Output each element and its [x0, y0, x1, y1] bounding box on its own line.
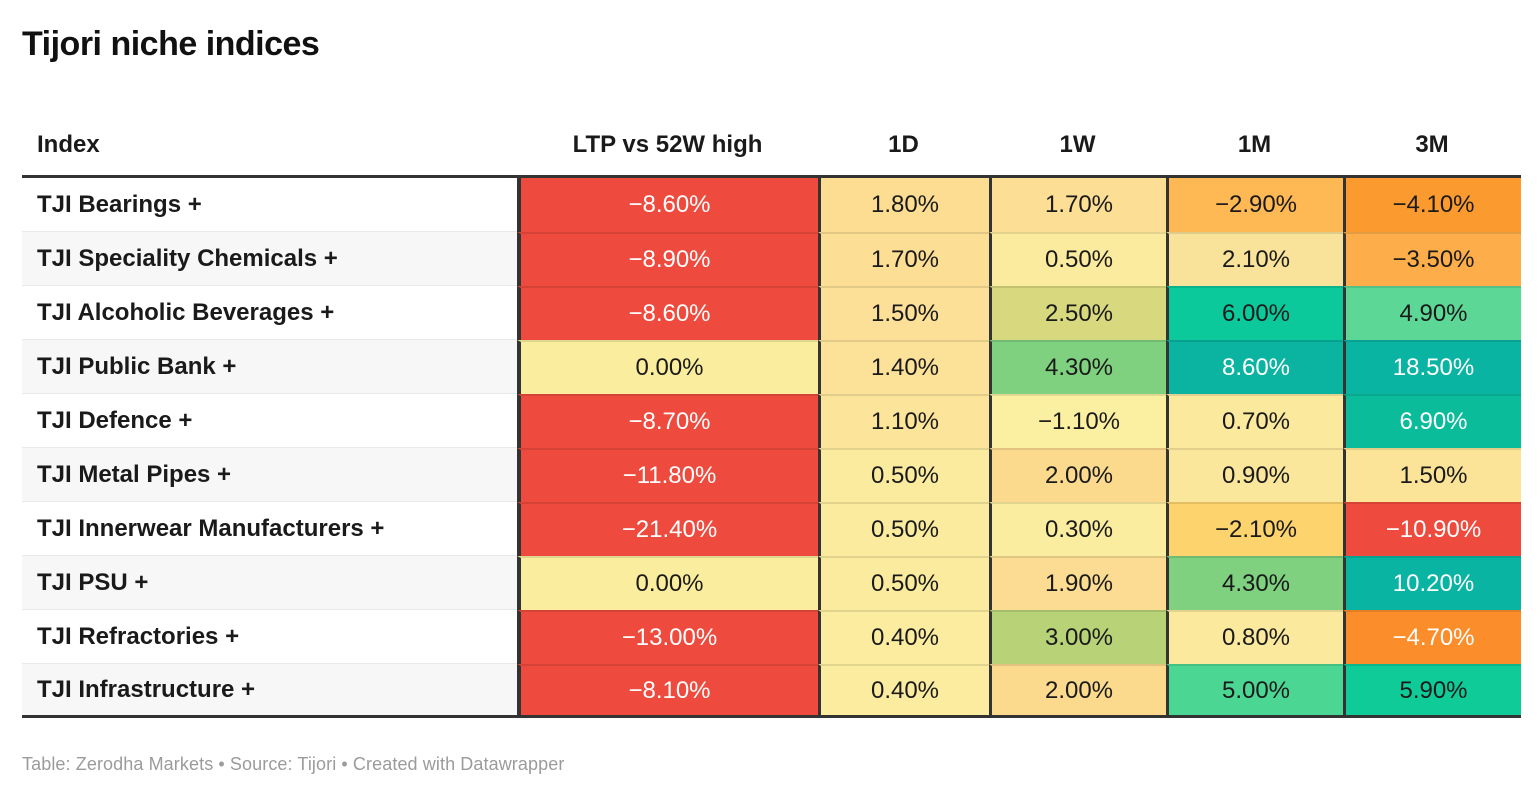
value-cell: 0.90% [1166, 448, 1343, 503]
table-row: TJI Refractories + −13.00% 0.40% 3.00% 0.80%… [22, 610, 1521, 665]
value-cell: 6.00% [1166, 286, 1343, 341]
value-cell: −11.80% [517, 448, 818, 503]
table-row: TJI Innerwear Manufacturers + −21.40% 0.50… [22, 502, 1521, 557]
value-cell: 0.50% [989, 232, 1166, 287]
value-cell: −4.10% [1343, 178, 1521, 233]
table-row: TJI Speciality Chemicals + −8.90% 1.70% 0.5… [22, 232, 1521, 287]
value-cell: −8.70% [517, 394, 818, 449]
value-cell: 4.90% [1343, 286, 1521, 341]
value-cell: −2.10% [1166, 502, 1343, 557]
value-cell: 10.20% [1343, 556, 1521, 611]
value-cell: 4.30% [989, 340, 1166, 395]
value-cell: 0.40% [818, 610, 989, 665]
index-name-cell: TJI Speciality Chemicals + [22, 232, 517, 287]
value-cell: 0.40% [818, 664, 989, 719]
value-cell: 0.70% [1166, 394, 1343, 449]
value-cell: 0.30% [989, 502, 1166, 557]
value-cell: 6.90% [1343, 394, 1521, 449]
index-name-cell: TJI Public Bank + [22, 340, 517, 395]
value-cell: 8.60% [1166, 340, 1343, 395]
value-cell: −13.00% [517, 610, 818, 665]
table-row: TJI Metal Pipes + −11.80% 0.50% 2.00% 0.90% 1… [22, 448, 1521, 503]
column-header-1m: 1M [1166, 90, 1343, 179]
column-header-ltp-vs-52w-high: LTP vs 52W high [517, 90, 818, 179]
value-cell: 0.00% [517, 556, 818, 611]
value-cell: 0.50% [818, 448, 989, 503]
page: Tijori niche indices Index LTP vs 52W hi… [22, 25, 1521, 775]
value-cell: −8.90% [517, 232, 818, 287]
page-title: Tijori niche indices [22, 25, 320, 63]
table-row: TJI Infrastructure + −8.10% 0.40% 2.00% 5.00… [22, 664, 1521, 719]
value-cell: −3.50% [1343, 232, 1521, 287]
value-cell: −8.10% [517, 664, 818, 719]
table-row: TJI Bearings + −8.60% 1.80% 1.70% −2.90% −4.1… [22, 178, 1521, 233]
table-header: Index LTP vs 52W high 1D 1W 1M 3M [22, 90, 1521, 179]
index-name-cell: TJI Infrastructure + [22, 664, 517, 719]
value-cell: 1.10% [818, 394, 989, 449]
table-row: TJI Defence + −8.70% 1.10% −1.10% 0.70% 6.90% [22, 394, 1521, 449]
value-cell: 0.50% [818, 502, 989, 557]
value-cell: 5.90% [1343, 664, 1521, 719]
table-row: TJI Alcoholic Beverages + −8.60% 1.50% 2.50… [22, 286, 1521, 341]
table-row: TJI Public Bank +0.00% 1.40% 4.30% 8.60% 18.… [22, 340, 1521, 395]
value-cell: 1.50% [818, 286, 989, 341]
value-cell: 5.00% [1166, 664, 1343, 719]
column-header-1w: 1W [989, 90, 1166, 179]
value-cell: 2.00% [989, 664, 1166, 719]
value-cell: 2.00% [989, 448, 1166, 503]
value-cell: −2.90% [1166, 178, 1343, 233]
value-cell: −8.60% [517, 286, 818, 341]
index-name-cell: TJI Innerwear Manufacturers + [22, 502, 517, 557]
value-cell: 4.30% [1166, 556, 1343, 611]
value-cell: 1.90% [989, 556, 1166, 611]
index-name-cell: TJI Refractories + [22, 610, 517, 665]
attribution-footer: Table: Zerodha Markets • Source: Tijori … [22, 754, 565, 775]
index-name-cell: TJI PSU + [22, 556, 517, 611]
column-header-3m: 3M [1343, 90, 1521, 179]
index-name-cell: TJI Defence + [22, 394, 517, 449]
index-name-cell: TJI Bearings + [22, 178, 517, 233]
niche-indices-table: Index LTP vs 52W high 1D 1W 1M 3M TJI Be… [22, 90, 1521, 719]
value-cell: −21.40% [517, 502, 818, 557]
value-cell: 1.50% [1343, 448, 1521, 503]
value-cell: 1.70% [989, 178, 1166, 233]
value-cell: 0.00% [517, 340, 818, 395]
table-row: TJI PSU +0.00% 0.50% 1.90% 4.30% 10.20% [22, 556, 1521, 611]
column-header-index: Index [22, 90, 517, 179]
value-cell: 1.40% [818, 340, 989, 395]
index-name-cell: TJI Metal Pipes + [22, 448, 517, 503]
value-cell: 0.50% [818, 556, 989, 611]
index-name-cell: TJI Alcoholic Beverages + [22, 286, 517, 341]
table-body: TJI Bearings + −8.60% 1.80% 1.70% −2.90% −4.1… [22, 178, 1521, 719]
value-cell: 2.10% [1166, 232, 1343, 287]
value-cell: 1.80% [818, 178, 989, 233]
value-cell: −1.10% [989, 394, 1166, 449]
value-cell: 3.00% [989, 610, 1166, 665]
value-cell: 0.80% [1166, 610, 1343, 665]
value-cell: −10.90% [1343, 502, 1521, 557]
value-cell: 1.70% [818, 232, 989, 287]
column-header-1d: 1D [818, 90, 989, 179]
header-row: Index LTP vs 52W high 1D 1W 1M 3M [22, 90, 1521, 179]
value-cell: 18.50% [1343, 340, 1521, 395]
value-cell: 2.50% [989, 286, 1166, 341]
value-cell: −8.60% [517, 178, 818, 233]
value-cell: −4.70% [1343, 610, 1521, 665]
